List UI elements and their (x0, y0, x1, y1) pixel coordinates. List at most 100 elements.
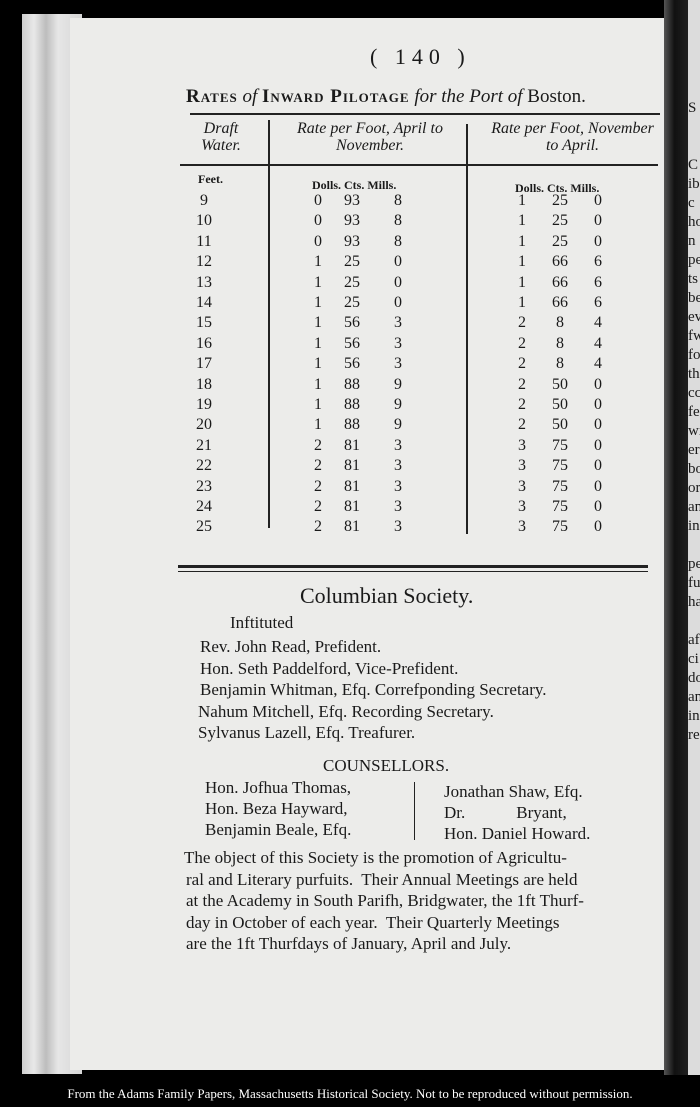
table-cell: 1 (518, 212, 526, 230)
table-cell: 17 (196, 355, 212, 373)
table-title: Rates of Inward Pilotage for the Port of… (186, 86, 586, 108)
next-page-fragment: S Cib c ho n pe ts be ev fw fo th cc fe wi er bo or an in pe… (688, 0, 700, 1075)
fragment-text: or (688, 480, 700, 496)
paragraph-line: are the 1ft Thurfdays of January, April … (186, 934, 512, 953)
table-cell: 75 (552, 477, 568, 495)
header-november-april: Rate per Foot, November to April. (491, 120, 654, 154)
header-april-november: Rate per Foot, April to November. (297, 120, 443, 154)
table-cell: 1 (314, 396, 322, 413)
table-cell: 0 (314, 232, 322, 250)
table-cell: 0 (394, 253, 402, 271)
table-cell: 4 (594, 355, 602, 373)
fragment-text: n (688, 233, 696, 249)
society-title: Columbian Society. (300, 583, 474, 608)
table-row: 24 2 81 3 3 75 0 (190, 498, 660, 515)
table-cell: 3 (394, 334, 402, 352)
table-cell: 9 (200, 192, 208, 209)
fragment-text: c (688, 195, 695, 211)
table-cell: 1 (518, 294, 526, 311)
table-cell: 8 (394, 212, 402, 230)
column-divider (466, 124, 468, 534)
table-cell: 66 (552, 294, 568, 311)
table-cell: 56 (344, 355, 360, 373)
table-cell: 0 (594, 436, 602, 454)
officer-line: Nahum Mitchell, Efq. Recording Secretary… (198, 701, 494, 721)
counsellors-title: COUNSELLORS. (323, 756, 450, 775)
table-cell: 1 (314, 334, 322, 352)
fragment-text: cc (688, 385, 700, 401)
table-cell: 56 (344, 314, 360, 332)
fragment-text: ev (688, 309, 700, 325)
table-row: 23 2 81 3 3 75 0 (190, 477, 660, 495)
fragment-text: do (688, 670, 700, 686)
fragment-text: ci (688, 651, 699, 667)
rule (190, 113, 660, 115)
table-row: 25 2 81 3 3 75 0 (190, 518, 660, 536)
table-cell: 8 (556, 355, 564, 373)
table-cell: 2 (518, 375, 526, 393)
fragment-text: S (688, 100, 697, 116)
table-cell: 0 (314, 192, 322, 209)
table-cell: 2 (518, 416, 526, 434)
fragment-text: C (688, 157, 699, 173)
table-cell: 8 (556, 314, 564, 332)
table-cell: 50 (552, 396, 568, 413)
table-cell: 3 (518, 498, 526, 515)
table-cell: 56 (344, 334, 360, 352)
table-cell: 75 (552, 498, 568, 515)
fragment-text: ib (688, 176, 700, 192)
table-cell: 0 (394, 273, 402, 291)
fragment-text: fu (688, 575, 700, 591)
table-cell: 25 (552, 232, 568, 250)
paragraph-line: day in October of each year. Their Quart… (186, 912, 560, 932)
table-cell: 25 (552, 212, 568, 230)
table-row: 12 1 25 0 1 66 6 (190, 253, 660, 271)
fragment-text: in (688, 518, 700, 534)
officer-line: Rev. John Read, Prefident. (200, 637, 382, 656)
table-cell: 2 (518, 355, 526, 373)
table-cell: 22 (196, 457, 212, 475)
fragment-text: ts (688, 271, 699, 287)
table-cell: 14 (196, 294, 212, 311)
fragment-text: pe (688, 252, 700, 268)
table-cell: 3 (518, 518, 526, 536)
counsellor-left: Hon. Beza Hayward, (205, 799, 348, 818)
table-row: 11 0 93 8 1 25 0 (190, 232, 660, 250)
fragment-text: an (688, 689, 700, 705)
table-cell: 0 (594, 375, 602, 393)
book-gutter (664, 0, 690, 1075)
table-cell: 6 (594, 253, 602, 271)
instituted-label: Inftituted (230, 613, 294, 632)
column-divider (268, 120, 270, 528)
table-cell: 75 (552, 436, 568, 454)
fragment-text: be (688, 290, 700, 306)
table-row: 20 1 88 9 2 50 0 (190, 416, 660, 434)
table-cell: 9 (394, 416, 402, 434)
table-cell: 93 (344, 212, 360, 230)
table-row: 18 1 88 9 2 50 0 (190, 375, 660, 393)
officer-line: Sylvanus Lazell, Efq. Treafurer. (198, 723, 416, 742)
table-cell: 3 (518, 477, 526, 495)
table-cell: 81 (344, 477, 360, 495)
table-row: 14 1 25 0 1 66 6 (190, 294, 660, 311)
table-cell: 16 (196, 334, 212, 352)
table-cell: 6 (594, 294, 602, 311)
table-cell: 81 (344, 436, 360, 454)
table-cell: 21 (196, 436, 212, 454)
table-cell: 9 (394, 396, 402, 413)
footer-notice: From the Adams Family Papers, Massachuse… (67, 1086, 633, 1101)
table-cell: 1 (518, 192, 526, 209)
table-cell: 13 (196, 273, 212, 291)
table-cell: 75 (552, 457, 568, 475)
fragment-text: fw (688, 328, 700, 344)
officer-line: Benjamin Whitman, Efq. Correfponding Sec… (200, 680, 547, 699)
title-part: Boston. (527, 86, 586, 107)
fragment-text: in (688, 708, 700, 724)
table-row: 10 0 93 8 1 25 0 (190, 212, 660, 230)
table-cell: 1 (314, 355, 322, 373)
table-cell: 3 (518, 457, 526, 475)
title-part: of (237, 86, 262, 107)
table-cell: 19 (196, 396, 212, 413)
table-cell: 18 (196, 375, 212, 393)
table-cell: 11 (196, 232, 212, 250)
